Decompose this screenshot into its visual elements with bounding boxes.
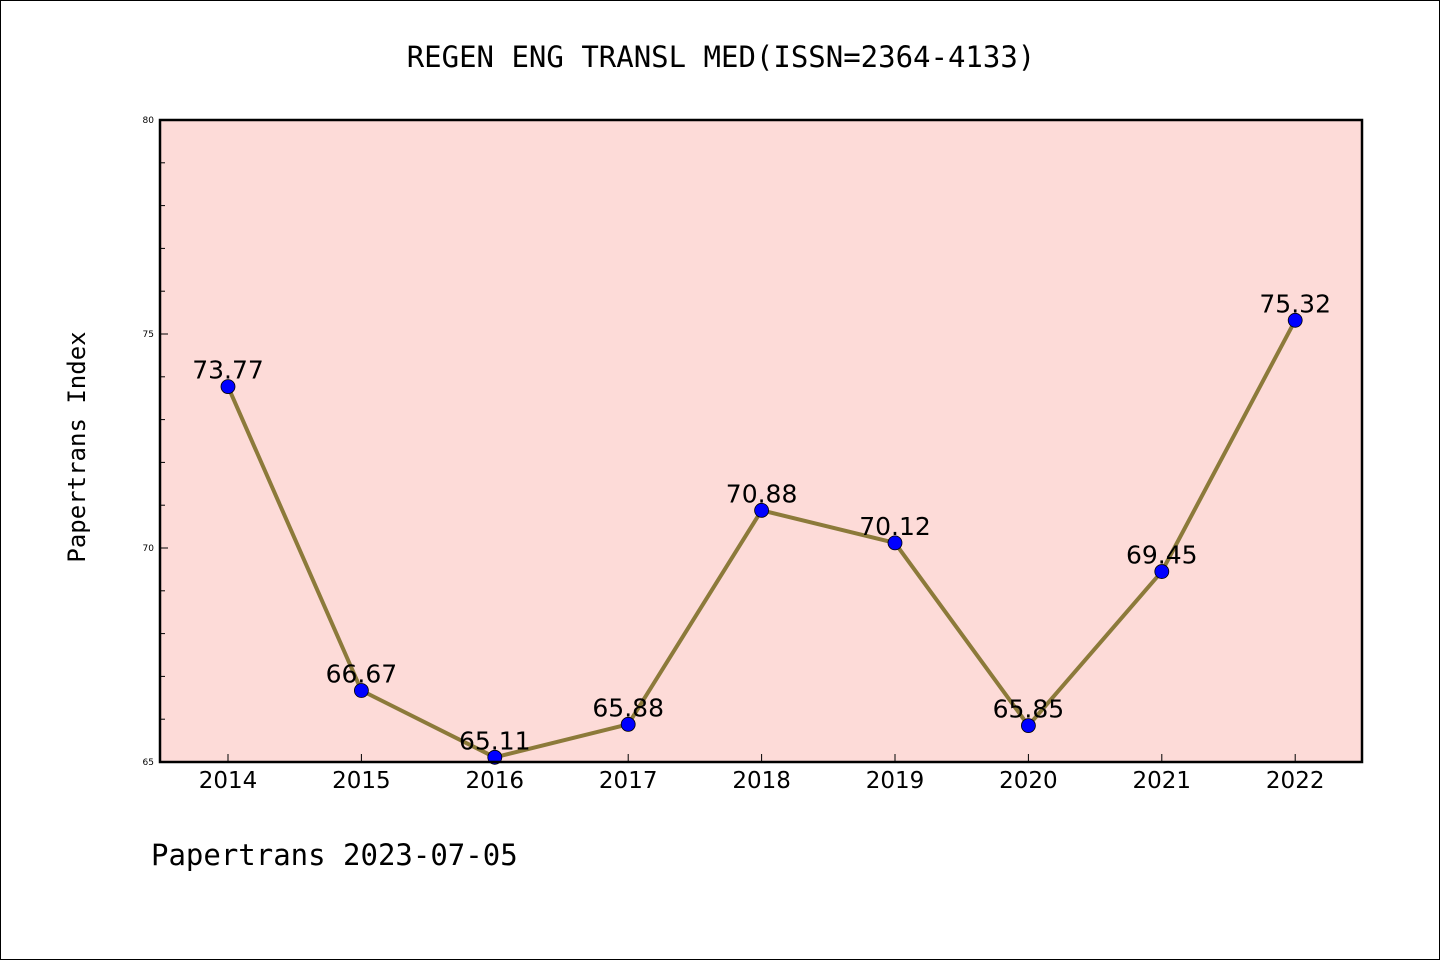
plot-border [158, 118, 1364, 764]
x-tick-label: 2018 [732, 768, 791, 794]
y-tick-label: 65 [143, 758, 154, 768]
x-tick-label: 2021 [1133, 768, 1192, 794]
y-tick-label: 70 [143, 544, 155, 554]
data-point [887, 535, 903, 551]
data-label: 65.85 [993, 695, 1065, 724]
data-label: 75.32 [1259, 289, 1331, 318]
data-label: 70.88 [726, 479, 798, 508]
y-axis-label: Papertrans Index [63, 331, 91, 562]
data-label: 65.88 [592, 693, 664, 722]
data-point [1021, 718, 1036, 734]
data-label: 73.77 [192, 356, 264, 385]
y-tick-label: 75 [143, 330, 154, 340]
data-point [1154, 564, 1170, 579]
data-point [1287, 312, 1303, 328]
data-label: 69.45 [1126, 541, 1198, 570]
y-tick-label: 80 [143, 116, 155, 126]
plot-area [160, 120, 1362, 762]
x-tick-label: 2015 [332, 768, 391, 794]
x-tick-label: 2017 [599, 768, 658, 794]
data-label: 70.12 [859, 512, 931, 541]
x-tick-label: 2020 [999, 768, 1058, 794]
x-tick-label: 2016 [466, 768, 525, 794]
data-label: 66.67 [326, 660, 398, 689]
x-tick-label: 2014 [199, 768, 258, 794]
footer-caption: Papertrans 2023-07-05 [151, 838, 518, 872]
data-point [220, 379, 236, 395]
data-point [754, 502, 769, 518]
x-tick-label: 2019 [866, 768, 925, 794]
x-axis: 2014 2015 2016 2017 2018 2019 2020 2021 2022 [199, 754, 1325, 794]
x-tick-label: 2022 [1266, 768, 1325, 794]
data-point [620, 716, 636, 732]
data-label: 65.11 [459, 726, 531, 755]
chart-title: REGEN ENG TRANSL MED(ISSN=2364-4133) [407, 40, 1036, 74]
series-layer: 73.77 66.67 65.11 65.88 70.88 70.12 65.85 69.45… [192, 289, 1331, 765]
data-point [353, 683, 369, 698]
